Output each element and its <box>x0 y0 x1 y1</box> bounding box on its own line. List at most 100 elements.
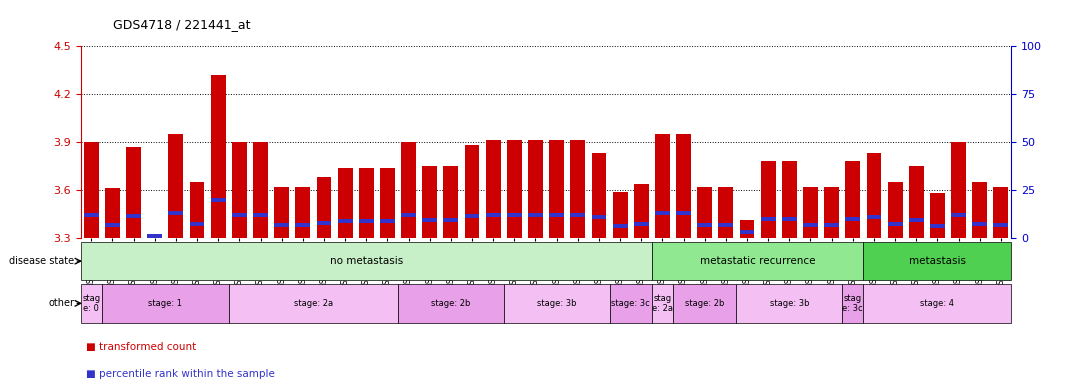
Bar <box>736 284 843 323</box>
Bar <box>398 284 504 323</box>
Bar <box>105 189 119 238</box>
Bar <box>169 211 183 215</box>
Bar <box>274 223 289 227</box>
Bar <box>465 214 480 218</box>
Bar <box>422 166 437 238</box>
Text: stag
e: 2a: stag e: 2a <box>652 294 672 313</box>
Bar <box>612 224 627 228</box>
Text: metastatic recurrence: metastatic recurrence <box>699 256 816 266</box>
Bar <box>739 230 754 234</box>
Bar <box>973 182 987 238</box>
Text: GDS4718 / 221441_at: GDS4718 / 221441_at <box>113 18 251 31</box>
Text: stage: 1: stage: 1 <box>148 299 182 308</box>
Bar <box>316 221 331 225</box>
Text: stage: 3b: stage: 3b <box>537 299 577 308</box>
Bar <box>549 213 564 217</box>
Bar <box>672 284 736 323</box>
Bar <box>782 217 796 221</box>
Bar <box>126 147 141 238</box>
Text: ■ percentile rank within the sample: ■ percentile rank within the sample <box>86 369 275 379</box>
Bar <box>592 153 607 238</box>
Bar <box>211 75 226 238</box>
Bar <box>866 153 881 238</box>
Text: disease state: disease state <box>10 256 74 266</box>
Bar <box>485 213 500 217</box>
Bar <box>719 187 733 238</box>
Bar <box>570 141 585 238</box>
Bar <box>229 284 398 323</box>
Bar <box>652 242 863 280</box>
Bar <box>169 134 183 238</box>
Text: stag
e: 3c: stag e: 3c <box>843 294 863 313</box>
Bar <box>81 284 102 323</box>
Text: stag
e: 0: stag e: 0 <box>82 294 100 313</box>
Bar <box>232 142 246 238</box>
Bar <box>401 142 416 238</box>
Bar <box>761 161 776 238</box>
Bar <box>866 215 881 219</box>
Bar <box>909 218 923 222</box>
Bar <box>422 218 437 222</box>
Bar <box>253 142 268 238</box>
Bar <box>102 284 229 323</box>
Bar <box>338 218 353 223</box>
Bar <box>338 168 353 238</box>
Bar <box>697 187 712 238</box>
Bar <box>612 192 627 238</box>
Text: stage: 2a: stage: 2a <box>294 299 332 308</box>
Bar <box>232 213 246 217</box>
Text: stage: 3c: stage: 3c <box>611 299 650 308</box>
Bar <box>888 182 903 238</box>
Bar <box>443 166 458 238</box>
Text: stage: 2b: stage: 2b <box>431 299 470 308</box>
Bar <box>465 145 480 238</box>
Bar <box>84 213 99 217</box>
Bar <box>81 242 652 280</box>
Bar <box>211 198 226 202</box>
Bar <box>655 134 670 238</box>
Bar <box>655 211 670 215</box>
Bar <box>504 284 609 323</box>
Bar <box>528 213 543 217</box>
Bar <box>380 168 395 238</box>
Bar <box>993 187 1008 238</box>
Bar <box>609 284 652 323</box>
Bar <box>930 193 945 238</box>
Bar <box>507 141 522 238</box>
Bar <box>380 218 395 223</box>
Text: stage: 3b: stage: 3b <box>769 299 809 308</box>
Bar <box>652 284 672 323</box>
Bar <box>846 161 860 238</box>
Bar <box>888 222 903 226</box>
Bar <box>485 141 500 238</box>
Bar <box>105 223 119 227</box>
Text: stage: 4: stage: 4 <box>920 299 954 308</box>
Bar <box>401 213 416 217</box>
Bar <box>528 141 543 238</box>
Bar <box>803 223 818 227</box>
Bar <box>296 187 310 238</box>
Bar <box>782 161 796 238</box>
Bar <box>993 223 1008 227</box>
Bar <box>697 223 712 227</box>
Bar <box>84 142 99 238</box>
Bar <box>951 213 966 217</box>
Bar <box>824 187 839 238</box>
Bar <box>443 218 458 222</box>
Bar <box>909 166 923 238</box>
Bar <box>634 184 649 238</box>
Text: stage: 2b: stage: 2b <box>685 299 724 308</box>
Bar <box>359 168 373 238</box>
Bar <box>824 223 839 227</box>
Bar <box>570 213 585 217</box>
Bar <box>147 234 162 238</box>
Bar <box>296 223 310 227</box>
Bar <box>592 215 607 219</box>
Text: no metastasis: no metastasis <box>329 256 402 266</box>
Bar <box>863 284 1011 323</box>
Text: other: other <box>48 298 74 308</box>
Bar <box>951 142 966 238</box>
Bar <box>676 211 691 215</box>
Bar <box>147 237 162 238</box>
Bar <box>274 187 289 238</box>
